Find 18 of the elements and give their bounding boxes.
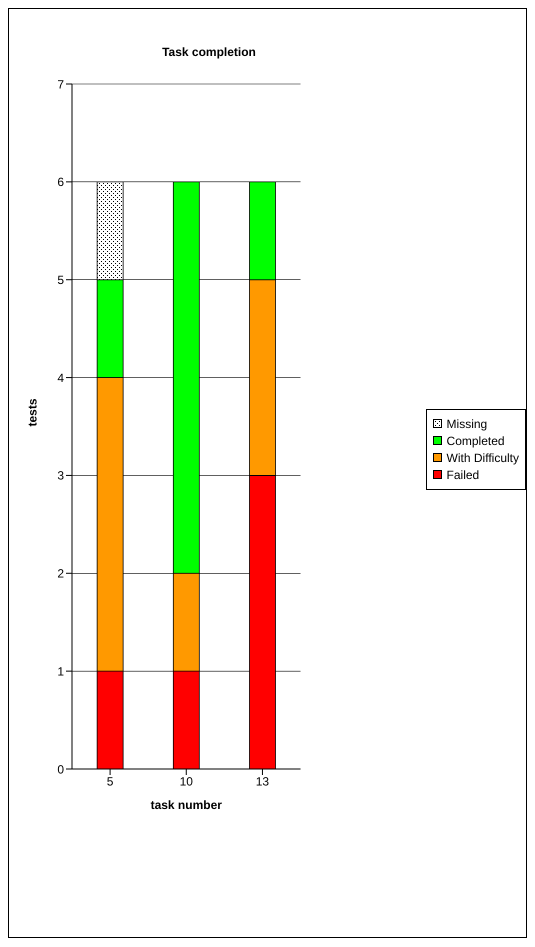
y-tick-label: 2	[57, 566, 64, 581]
x-tick-label: 5	[106, 774, 114, 789]
x-axis-title: task number	[150, 798, 222, 812]
legend-label: Missing	[446, 416, 488, 430]
legend-label: Completed	[446, 434, 505, 448]
x-tick-label: 10	[180, 774, 194, 789]
y-tick-label: 6	[57, 175, 64, 190]
legend-label: With Difficulty	[446, 450, 519, 464]
y-tick-label: 5	[57, 272, 64, 287]
y-tick-label: 0	[57, 762, 64, 776]
y-tick-label: 7	[57, 77, 64, 92]
y-tick-label: 4	[57, 370, 64, 385]
legend-label: Failed	[446, 468, 480, 482]
chart-title: Task completion	[161, 45, 257, 59]
y-tick-label: 3	[57, 468, 64, 483]
x-tick-label: 13	[256, 774, 270, 789]
y-tick-label: 1	[57, 664, 64, 678]
y-axis-title: tests	[25, 398, 40, 426]
